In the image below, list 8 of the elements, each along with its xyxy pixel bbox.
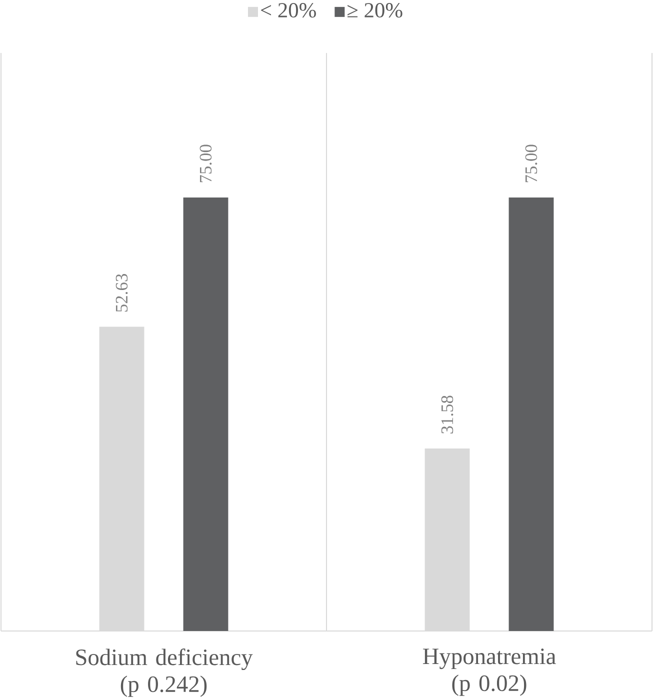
- data-label: 75.00: [200, 144, 212, 182]
- data-label: 31.58: [441, 396, 454, 434]
- legend-label: < 20%: [261, 3, 316, 18]
- x-tick-label: Sodium deficiency (p 0.242): [76, 648, 253, 697]
- data-label: 75.00: [525, 144, 538, 182]
- x-tick-label: Hyponatremia (p 0.02): [422, 648, 556, 696]
- data-label: 52.63: [116, 274, 128, 312]
- legend-label: ≥ 20%: [348, 3, 402, 18]
